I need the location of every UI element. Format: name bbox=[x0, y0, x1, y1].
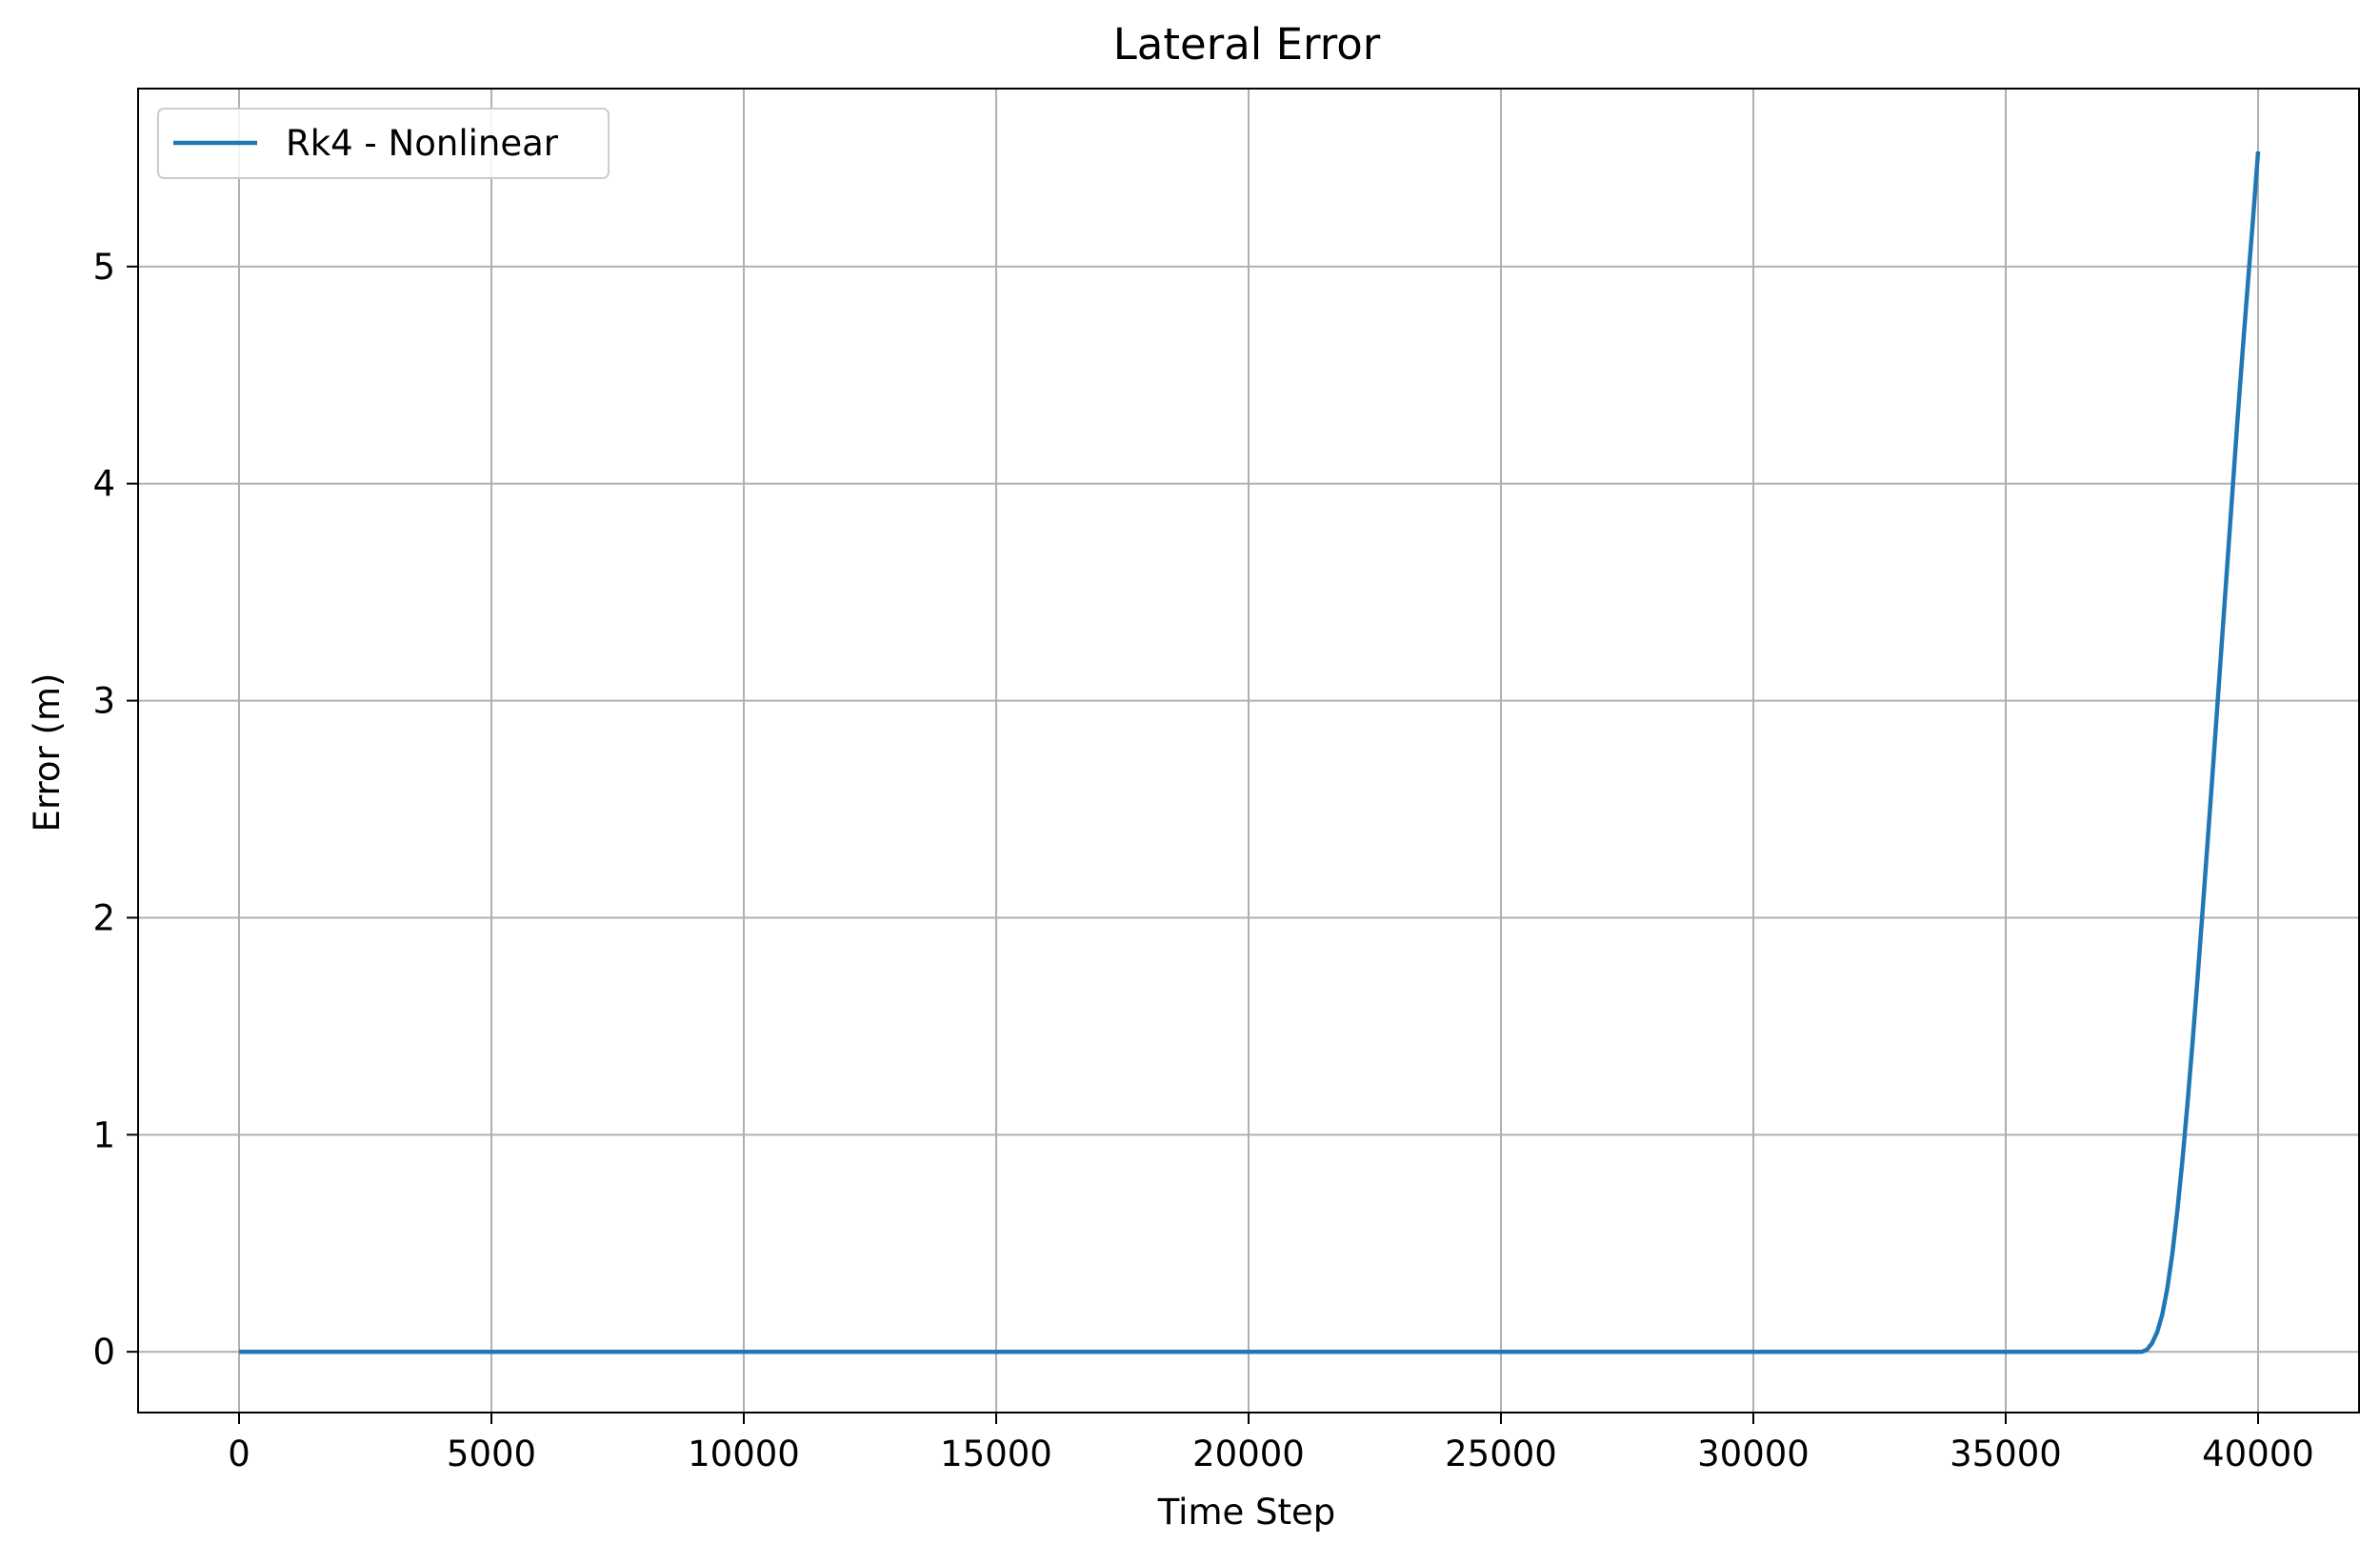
x-tick-label: 0 bbox=[228, 1434, 250, 1474]
x-tick-label: 10000 bbox=[688, 1434, 800, 1474]
y-tick-label: 3 bbox=[92, 681, 115, 722]
legend-label: Rk4 - Nonlinear bbox=[286, 123, 559, 164]
legend: Rk4 - Nonlinear bbox=[157, 108, 610, 179]
x-tick-label: 20000 bbox=[1192, 1434, 1305, 1474]
x-tick-label: 35000 bbox=[1950, 1434, 2062, 1474]
series-line-0 bbox=[239, 150, 2261, 1354]
x-tick-label: 30000 bbox=[1697, 1434, 1810, 1474]
y-tick-label: 5 bbox=[92, 247, 115, 288]
y-tick-label: 2 bbox=[92, 897, 115, 938]
x-tick-label: 25000 bbox=[1445, 1434, 1557, 1474]
y-tick-label: 0 bbox=[92, 1332, 115, 1373]
y-tick-label: 1 bbox=[92, 1114, 115, 1155]
x-tick-label: 40000 bbox=[2202, 1434, 2314, 1474]
x-tick-label: 15000 bbox=[940, 1434, 1052, 1474]
tick-layer: 0 5000 10000 15000 20000 25000 30000 35000 40000… bbox=[92, 247, 2313, 1474]
series-layer bbox=[239, 150, 2261, 1354]
chart-title: Lateral Error bbox=[1113, 19, 1381, 70]
x-tick-label: 5000 bbox=[447, 1434, 536, 1474]
y-tick-label: 4 bbox=[92, 464, 115, 505]
legend-box bbox=[157, 108, 610, 179]
y-axis-label: Error (m) bbox=[27, 673, 68, 832]
x-axis-label: Time Step bbox=[1157, 1492, 1336, 1533]
